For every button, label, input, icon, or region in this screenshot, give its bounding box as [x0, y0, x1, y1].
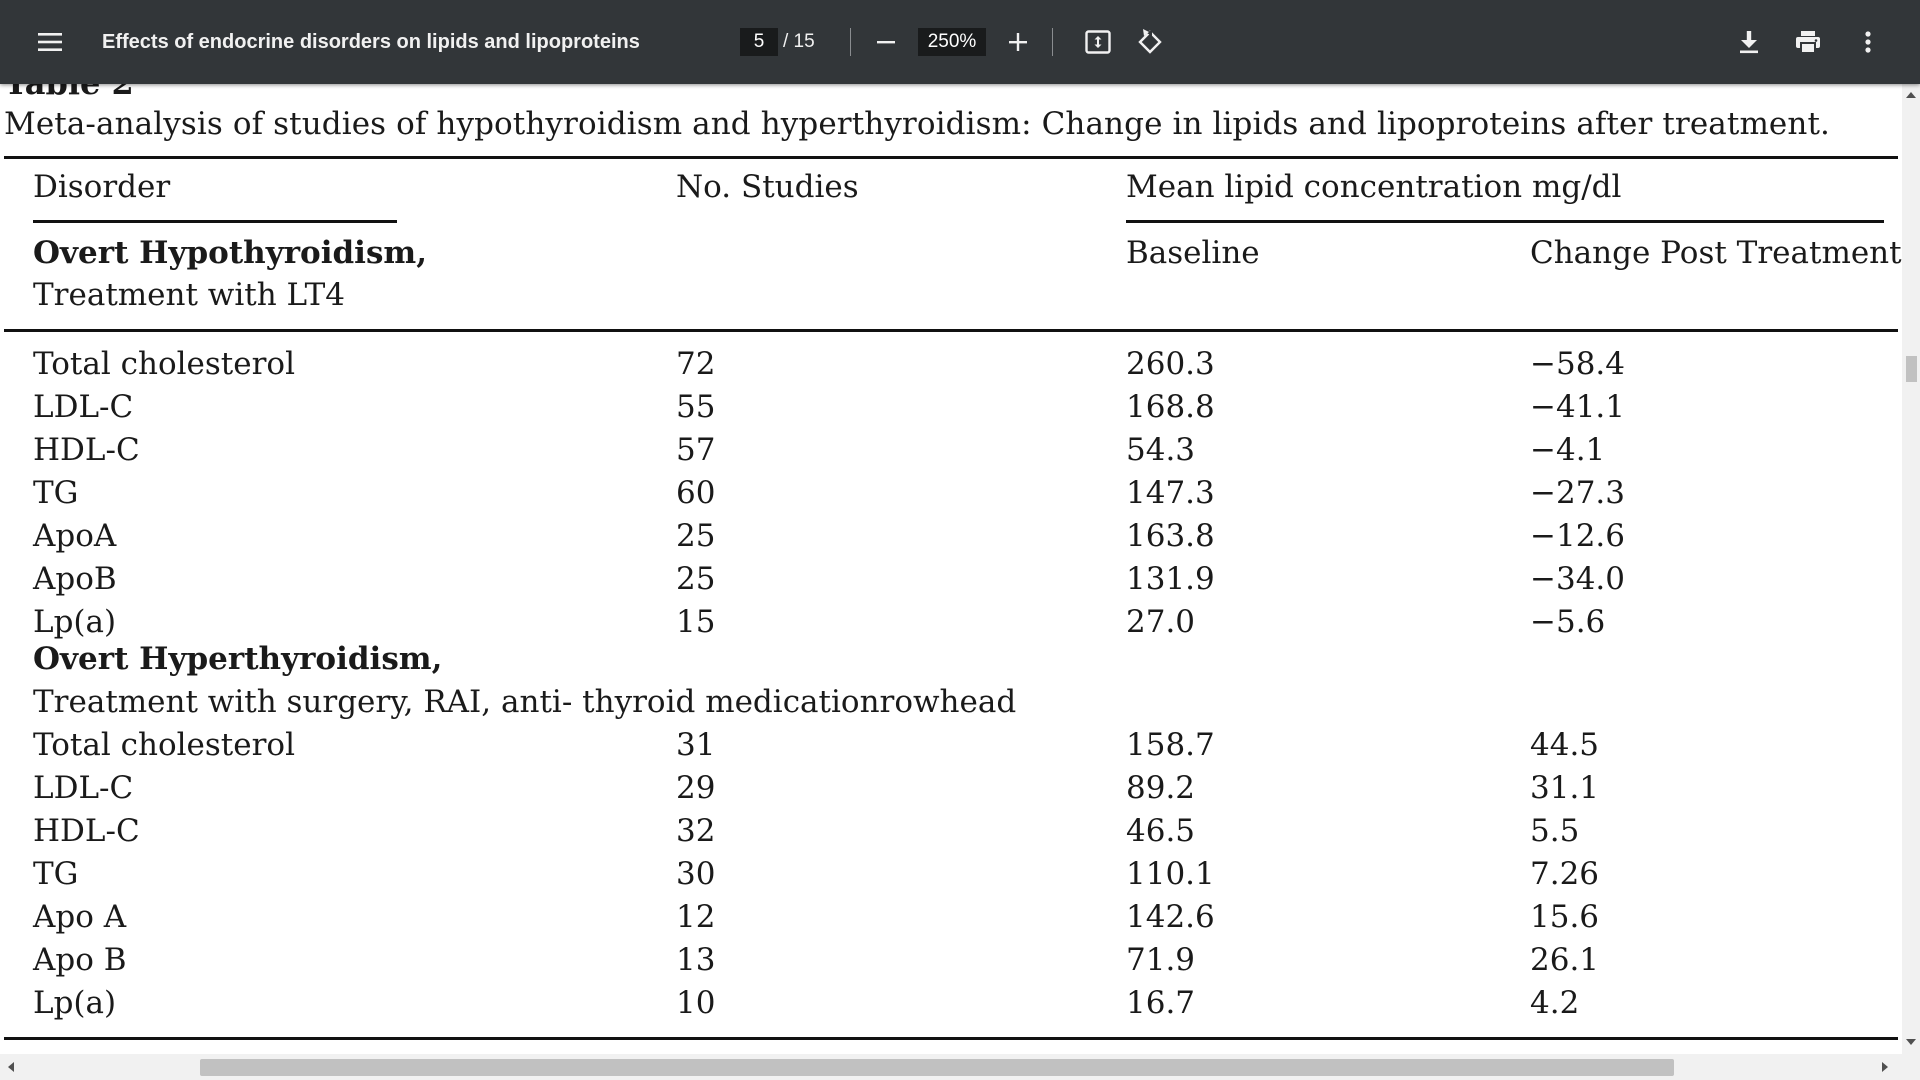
- cell-lipid: TG: [33, 856, 79, 892]
- disorder-underline: [33, 220, 397, 223]
- cell-no-studies: 29: [676, 770, 716, 806]
- mean-lipid-underline: [1126, 220, 1884, 223]
- section1-subtitle: Treatment with LT4: [33, 277, 345, 313]
- page-number-input[interactable]: 5: [740, 28, 778, 56]
- cell-no-studies: 25: [676, 518, 716, 554]
- vertical-scrollbar[interactable]: [1902, 84, 1920, 1054]
- cell-lipid: Apo A: [33, 899, 127, 935]
- cell-no-studies: 57: [676, 432, 716, 468]
- document-title: Effects of endocrine disorders on lipids…: [102, 31, 640, 53]
- cell-lipid: Apo B: [33, 942, 127, 978]
- cell-change: 4.2: [1530, 985, 1580, 1021]
- cell-lipid: HDL-C: [33, 432, 140, 468]
- cell-lipid: TG: [33, 475, 79, 511]
- cell-baseline: 163.8: [1126, 518, 1215, 554]
- section2-title: Overt Hyperthyroidism,: [33, 641, 443, 677]
- header-mean-lipid: Mean lipid concentration mg/dl: [1126, 169, 1622, 205]
- page-total: / 15: [783, 31, 815, 52]
- print-icon[interactable]: [1792, 26, 1824, 58]
- cell-baseline: 89.2: [1126, 770, 1196, 806]
- cell-lipid: HDL-C: [33, 813, 140, 849]
- cell-baseline: 142.6: [1126, 899, 1215, 935]
- cell-lipid: LDL-C: [33, 389, 134, 425]
- cell-baseline: 110.1: [1126, 856, 1215, 892]
- cell-lipid: Lp(a): [33, 604, 117, 640]
- cell-baseline: 46.5: [1126, 813, 1196, 849]
- cell-change: −34.0: [1530, 561, 1625, 597]
- cell-lipid: ApoB: [33, 561, 117, 597]
- cell-change: 31.1: [1530, 770, 1600, 806]
- cell-change: 5.5: [1530, 813, 1580, 849]
- zoom-in-icon[interactable]: [1002, 26, 1034, 58]
- cell-no-studies: 15: [676, 604, 716, 640]
- scrollbar-corner: [1902, 1054, 1920, 1080]
- cell-change: −27.3: [1530, 475, 1625, 511]
- table-top-rule: [4, 156, 1898, 159]
- cell-change: −41.1: [1530, 389, 1625, 425]
- cell-lipid: LDL-C: [33, 770, 134, 806]
- hamburger-menu-icon[interactable]: [34, 26, 66, 58]
- cell-lipid: ApoA: [33, 518, 117, 554]
- table-caption: Meta-analysis of studies of hypothyroidi…: [4, 106, 1830, 142]
- scroll-down-arrow-icon[interactable]: [1906, 1039, 1916, 1045]
- pdf-page: Table 2 Meta-analysis of studies of hypo…: [0, 84, 1902, 1054]
- cell-lipid: Total cholesterol: [33, 727, 296, 763]
- toolbar-divider: [850, 28, 851, 56]
- header-bottom-rule: [4, 329, 1898, 332]
- toolbar-divider: [1052, 28, 1053, 56]
- vertical-scroll-thumb[interactable]: [1906, 356, 1917, 382]
- scroll-left-arrow-icon[interactable]: [8, 1062, 14, 1072]
- rotate-icon[interactable]: [1134, 26, 1166, 58]
- cell-no-studies: 30: [676, 856, 716, 892]
- cell-baseline: 260.3: [1126, 346, 1215, 382]
- cell-change: 26.1: [1530, 942, 1600, 978]
- fit-page-icon[interactable]: [1082, 26, 1114, 58]
- cell-change: 15.6: [1530, 899, 1600, 935]
- cell-lipid: Lp(a): [33, 985, 117, 1021]
- cell-no-studies: 13: [676, 942, 716, 978]
- cell-no-studies: 25: [676, 561, 716, 597]
- pdf-viewer[interactable]: Table 2 Meta-analysis of studies of hypo…: [0, 84, 1902, 1054]
- header-change: Change Post Treatment: [1530, 235, 1902, 271]
- zoom-out-icon[interactable]: [870, 26, 902, 58]
- header-disorder: Disorder: [33, 169, 171, 205]
- cell-no-studies: 55: [676, 389, 716, 425]
- pdf-toolbar: Effects of endocrine disorders on lipids…: [0, 0, 1920, 84]
- table-bottom-rule: [4, 1037, 1898, 1040]
- cell-no-studies: 60: [676, 475, 716, 511]
- cell-change: −12.6: [1530, 518, 1625, 554]
- table-label: Table 2: [4, 84, 134, 102]
- cell-baseline: 71.9: [1126, 942, 1196, 978]
- cell-baseline: 168.8: [1126, 389, 1215, 425]
- cell-change: −58.4: [1530, 346, 1625, 382]
- cell-change: −4.1: [1530, 432, 1606, 468]
- more-vert-icon[interactable]: [1852, 26, 1884, 58]
- cell-no-studies: 32: [676, 813, 716, 849]
- cell-baseline: 131.9: [1126, 561, 1215, 597]
- header-no-studies: No. Studies: [676, 169, 859, 205]
- cell-no-studies: 10: [676, 985, 716, 1021]
- horizontal-scrollbar[interactable]: [0, 1054, 1902, 1080]
- cell-no-studies: 12: [676, 899, 716, 935]
- cell-baseline: 16.7: [1126, 985, 1196, 1021]
- header-baseline: Baseline: [1126, 235, 1260, 271]
- section2-subtitle: Treatment with surgery, RAI, anti- thyro…: [33, 684, 1017, 720]
- cell-change: −5.6: [1530, 604, 1606, 640]
- cell-no-studies: 72: [676, 346, 716, 382]
- section1-title: Overt Hypothyroidism,: [33, 235, 427, 271]
- zoom-level-input[interactable]: 250%: [918, 28, 986, 56]
- scroll-right-arrow-icon[interactable]: [1882, 1062, 1888, 1072]
- cell-baseline: 147.3: [1126, 475, 1215, 511]
- horizontal-scroll-thumb[interactable]: [200, 1059, 1674, 1076]
- cell-change: 7.26: [1530, 856, 1600, 892]
- cell-lipid: Total cholesterol: [33, 346, 296, 382]
- cell-change: 44.5: [1530, 727, 1600, 763]
- cell-no-studies: 31: [676, 727, 716, 763]
- cell-baseline: 158.7: [1126, 727, 1215, 763]
- cell-baseline: 27.0: [1126, 604, 1196, 640]
- cell-baseline: 54.3: [1126, 432, 1196, 468]
- scroll-up-arrow-icon[interactable]: [1906, 92, 1916, 98]
- download-icon[interactable]: [1733, 26, 1765, 58]
